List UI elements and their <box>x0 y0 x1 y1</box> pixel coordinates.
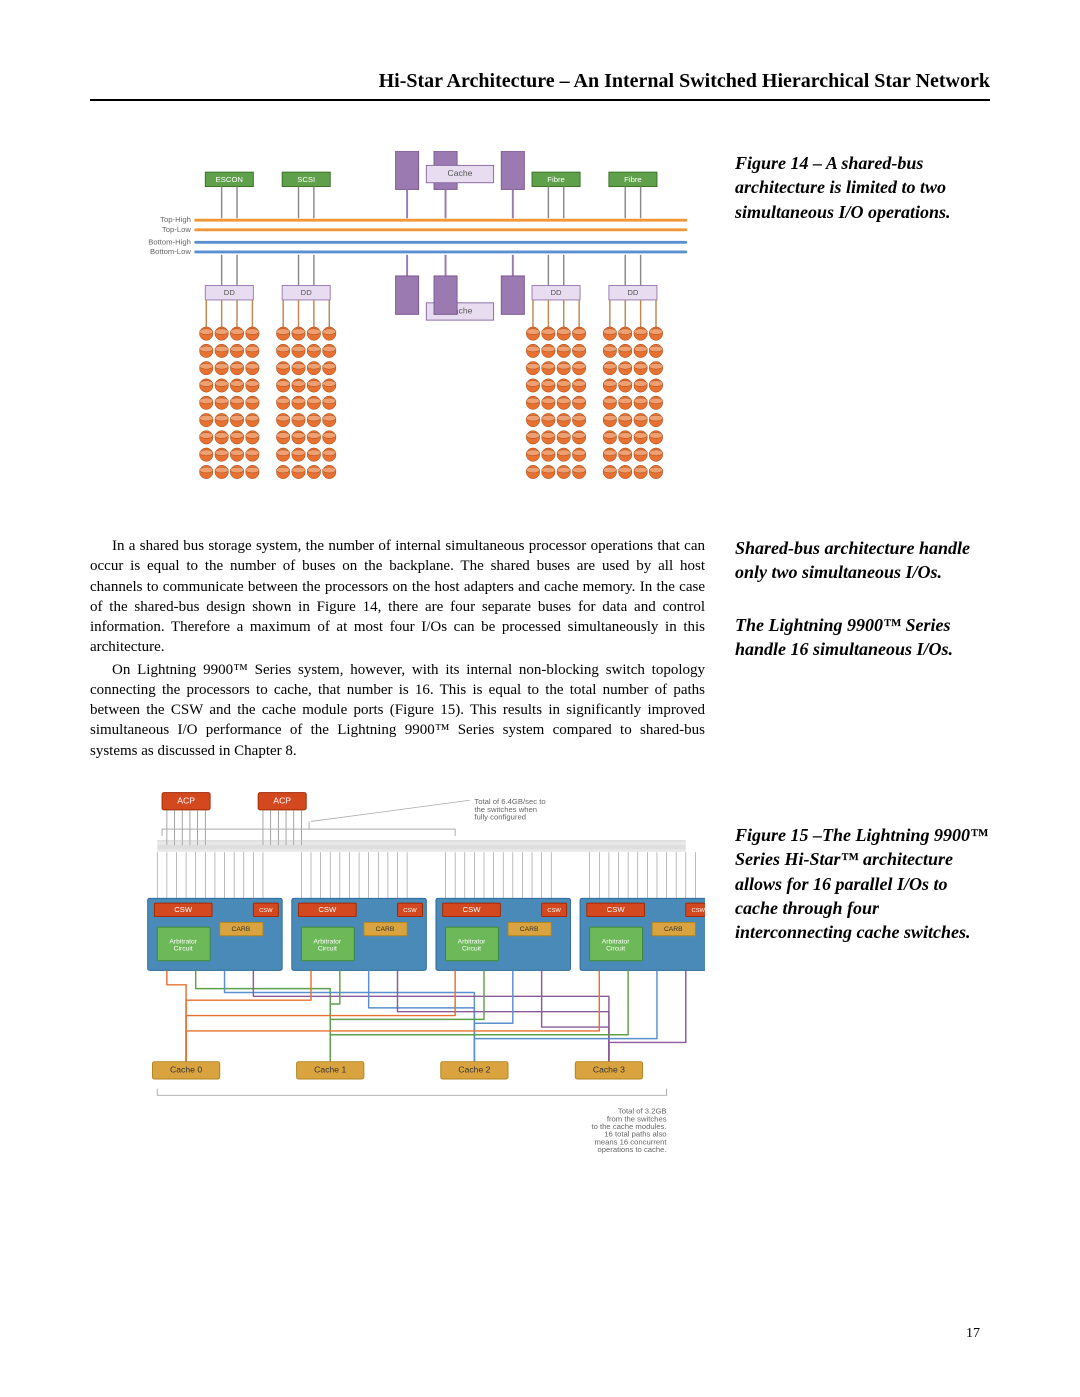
body-text: In a shared bus storage system, the numb… <box>90 536 705 763</box>
svg-text:Cache 3: Cache 3 <box>593 1065 625 1075</box>
page-header: Hi-Star Architecture – An Internal Switc… <box>90 70 990 101</box>
svg-text:DD: DD <box>301 288 313 297</box>
svg-text:Bottom-Low: Bottom-Low <box>150 247 191 256</box>
figure15-container: ACP ACP Total of 6.4GB/sec tothe switches … <box>90 783 705 1167</box>
body-p1: In a shared bus storage system, the numb… <box>90 536 705 658</box>
svg-text:CSW: CSW <box>318 905 337 914</box>
svg-text:DD: DD <box>627 288 639 297</box>
svg-text:DD: DD <box>224 288 236 297</box>
svg-text:Top-Low: Top-Low <box>162 225 191 234</box>
figure14-diagram: Cache ESCON SCSI Fibre Fibre Top-HighTop-Low B… <box>90 151 705 516</box>
svg-text:CSW: CSW <box>547 907 561 913</box>
svg-text:Fibre: Fibre <box>547 175 564 184</box>
svg-text:DD: DD <box>551 288 563 297</box>
svg-text:CSW: CSW <box>692 907 705 913</box>
figure15-row: ACP ACP Total of 6.4GB/sec tothe switches … <box>90 783 990 1167</box>
figure15-diagram: ACP ACP Total of 6.4GB/sec tothe switches … <box>90 783 705 1167</box>
svg-text:Fibre: Fibre <box>624 175 641 184</box>
figure15-caption: Figure 15 –The Lightning 9900™ Series Hi… <box>735 823 990 944</box>
svg-text:Cache 0: Cache 0 <box>170 1065 202 1075</box>
page-number: 17 <box>966 1326 980 1342</box>
svg-text:CSW: CSW <box>259 907 273 913</box>
svg-text:CSW: CSW <box>174 905 193 914</box>
svg-text:CARB: CARB <box>520 926 539 933</box>
svg-text:Cache: Cache <box>447 168 472 178</box>
svg-text:CSW: CSW <box>403 907 417 913</box>
svg-text:CARB: CARB <box>376 926 395 933</box>
body-p2: On Lightning 9900™ Series system, howeve… <box>90 660 705 761</box>
svg-text:SCSI: SCSI <box>297 175 315 184</box>
figure14-container: Cache ESCON SCSI Fibre Fibre Top-HighTop-Low B… <box>90 151 705 516</box>
svg-text:CARB: CARB <box>664 926 683 933</box>
sidebar-block2: The Lightning 9900™ Series handle 16 sim… <box>735 613 990 662</box>
svg-text:CARB: CARB <box>232 926 251 933</box>
figure14-caption-col: Figure 14 – A shared-bus architecture is… <box>735 151 990 516</box>
sidebar-block1: Shared-bus architecture handle only two … <box>735 536 990 585</box>
figure14-row: Cache ESCON SCSI Fibre Fibre Top-HighTop-Low B… <box>90 151 990 516</box>
svg-text:CSW: CSW <box>463 905 482 914</box>
svg-text:Top-High: Top-High <box>160 215 191 224</box>
svg-text:Cache 2: Cache 2 <box>458 1065 490 1075</box>
svg-text:Total of 3.2GBfrom the switche: Total of 3.2GBfrom the switchesto the ca… <box>592 1107 668 1154</box>
body-row: In a shared bus storage system, the numb… <box>90 536 990 763</box>
svg-text:ACP: ACP <box>177 795 195 805</box>
figure15-caption-col: Figure 15 –The Lightning 9900™ Series Hi… <box>735 783 990 1167</box>
svg-text:Bottom-High: Bottom-High <box>148 237 191 246</box>
svg-text:ACP: ACP <box>273 795 291 805</box>
svg-text:CSW: CSW <box>607 905 626 914</box>
svg-text:Total of 6.4GB/sec tothe switc: Total of 6.4GB/sec tothe switches whenfu… <box>474 797 545 821</box>
sidebar: Shared-bus architecture handle only two … <box>735 536 990 763</box>
svg-text:ESCON: ESCON <box>216 175 243 184</box>
figure14-caption: Figure 14 – A shared-bus architecture is… <box>735 151 990 224</box>
svg-text:Cache 1: Cache 1 <box>314 1065 346 1075</box>
